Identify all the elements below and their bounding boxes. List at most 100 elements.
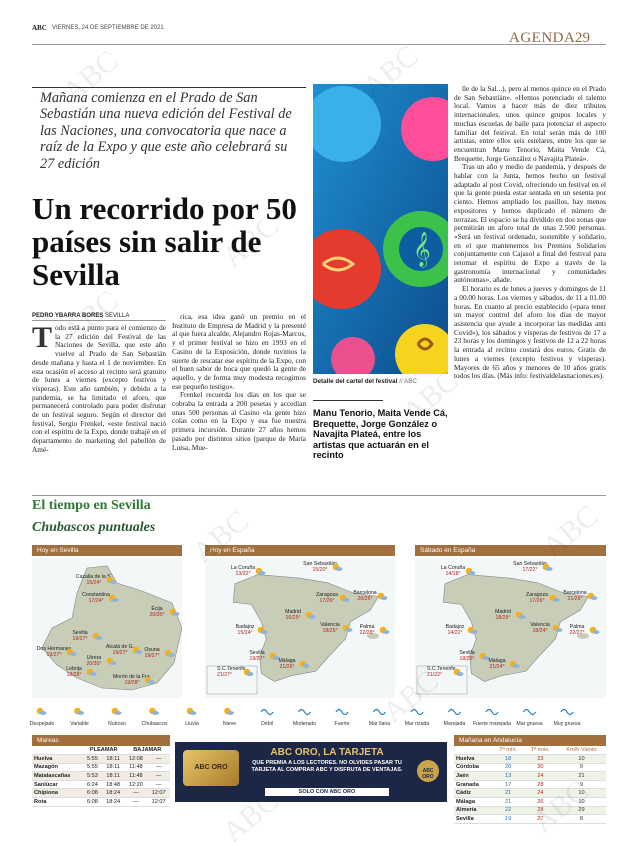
city-name: Valencia [320, 622, 340, 628]
city-temps: 19/27° [249, 656, 264, 662]
weather-icon [482, 656, 490, 660]
cell: Mazagón [32, 763, 83, 773]
tides: Mareas PLEAMAR BAJAMAR Huelva 5:55 18:11 12:0… [32, 735, 170, 807]
city-temps: 22/28° [359, 630, 374, 636]
column-header: Tª máx. [523, 746, 557, 756]
cell: 18:11 [101, 754, 125, 764]
legend-icon [335, 708, 349, 716]
cell: 12:08 [124, 754, 148, 764]
legend-label: Mar rizada [405, 721, 430, 727]
andalucia-table: Tª mín. Tª máx. Km/h Viento Huelva 18 23 10 Cór… [454, 746, 606, 824]
page-number: 29 [575, 30, 590, 46]
city-name: Zaragoza [316, 592, 338, 598]
city-name: La Coruña [231, 565, 255, 571]
city-temps: 19/27° [144, 653, 159, 659]
weather-icon [308, 615, 316, 619]
cell: — [147, 754, 170, 764]
city-name: Écija [151, 605, 162, 612]
cell: 12:07 [147, 797, 170, 807]
weather-icon [468, 571, 476, 575]
city-name: Badajoz [236, 624, 255, 630]
city-name: Alcalá de G. [106, 644, 134, 650]
cell: Málaga [454, 797, 493, 807]
weather-icon [135, 650, 143, 654]
weather-icon [590, 596, 598, 600]
cell: 24 [523, 788, 557, 799]
cell [454, 746, 493, 756]
inset [206, 665, 258, 695]
legend-icon [410, 708, 424, 716]
city-temps: 17/26° [319, 598, 334, 604]
row: Rota 6:08 18:24—12:07 [32, 797, 170, 807]
city-name: Palma [570, 624, 585, 630]
weather-icon [258, 571, 266, 575]
weather-icon [545, 567, 553, 571]
weather-icon [592, 630, 600, 634]
weather-icon [518, 615, 526, 619]
city-temps: 18/28° [66, 672, 81, 678]
byline-place: SEVILLA [105, 313, 130, 319]
paragraph: Todo está a punto para el comienzo de la… [32, 324, 166, 454]
cell: 10 [556, 797, 606, 807]
legend-label: Despejado [30, 721, 55, 727]
city-temps: 15/24° [86, 580, 101, 586]
row: Matalascañas 5:53 18:11 11:48— [32, 771, 170, 781]
legend-label: Débil [261, 721, 273, 727]
paragraph: El horario es de lunes a jueves y doming… [454, 284, 606, 381]
weather-icon [552, 598, 560, 602]
cell: 24 [523, 771, 557, 781]
weather-icon [470, 630, 478, 634]
weather-icon [114, 711, 122, 715]
paragraph: Frenkel recuerda los días en los que se … [172, 390, 306, 452]
weather-icon [380, 596, 388, 600]
cell: 26 [523, 797, 557, 807]
weather-icon [109, 580, 117, 584]
city-temps: 20/26° [357, 596, 372, 602]
map-title: Hoy en España [205, 545, 395, 556]
weather-icon [382, 630, 390, 634]
cell: — [124, 797, 148, 807]
city-name: Barcelona [353, 590, 376, 596]
weather-icon [69, 652, 77, 656]
city-name: Sevilla [249, 650, 264, 656]
cell: 11:48 [124, 771, 148, 781]
row: Almería 22 28 29 [454, 806, 606, 816]
city-temps: 18/24° [532, 628, 547, 634]
city-name: Lebrija [66, 666, 82, 672]
weather-icon [302, 664, 310, 668]
cell: 22 [492, 806, 524, 816]
cell: 28 [523, 806, 557, 816]
rule [32, 495, 606, 496]
row: Sevilla 19 27 8 [454, 814, 606, 824]
cell: 12:07 [147, 788, 170, 799]
cell: 17 [492, 780, 524, 790]
legend-label: Moderado [293, 721, 316, 727]
ad-card: ABC ORO [183, 750, 239, 786]
city-temps: 21/22° [427, 672, 442, 678]
city-name: Sevilla [72, 630, 87, 636]
cell: 8 [556, 814, 606, 824]
weather-icon [109, 661, 117, 665]
city-temps: 18/25° [322, 628, 337, 634]
column-header: Km/h Viento [556, 746, 606, 756]
legend-label: Fuerte marejada [473, 721, 511, 727]
intro: Mañana comienza en el Prado de San Sebas… [40, 90, 292, 172]
legend-label: Lluvia [185, 721, 199, 727]
weather-icon [95, 636, 103, 640]
weather-icon [272, 656, 280, 660]
city-temps: 18/29° [459, 656, 474, 662]
cell: 18 [492, 754, 524, 764]
legend-label: Marejada [444, 721, 466, 727]
date: VIERNES, 24 DE SEPTIEMBRE DE 2021 [52, 25, 164, 31]
row: Jaén 13 24 21 [454, 771, 606, 781]
city-name: Constantina [82, 592, 110, 598]
cell: 6:24 [83, 780, 102, 790]
legend-icon [372, 708, 387, 716]
city-name: Madrid [495, 609, 511, 615]
ad-title: ABC ORO, LA TARJETA [270, 747, 384, 758]
tides-table: PLEAMAR BAJAMAR Huelva 5:55 18:11 12:08— Mazag… [32, 746, 170, 807]
cell: 18:24 [101, 797, 125, 807]
legend-icon [522, 708, 537, 716]
